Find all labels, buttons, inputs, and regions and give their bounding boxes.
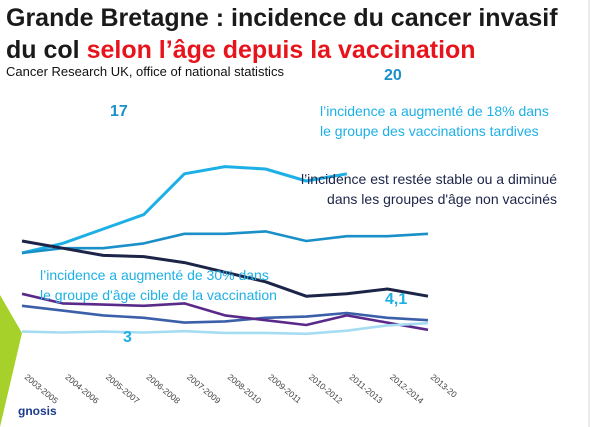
annotation-layer: 17 20 3 4,1 l’incidence a augmenté de 18% da… (40, 67, 557, 346)
value-label: 3 (123, 329, 132, 346)
x-tick-label: 2006-2008 (145, 372, 183, 406)
annotation-line: l’incidence a augmenté de 30% dans (40, 267, 269, 283)
series-layer (21, 165, 429, 336)
x-tick-label: 2013-20 (429, 372, 460, 400)
title-line-1: Grande Bretagne : incidence du cancer in… (6, 4, 558, 32)
x-tick-label: 2004-2006 (63, 372, 101, 406)
series-line-target_age (21, 321, 429, 336)
series-line-purple (21, 292, 429, 332)
value-label: 20 (384, 67, 402, 84)
x-tick-label: 2012-2014 (388, 372, 426, 406)
source-text: Cancer Research UK, office of national s… (6, 64, 284, 79)
annotation: l’incidence est restée stable ou a dimin… (301, 171, 557, 207)
annotation-line: le groupe des vaccinations tardives (320, 123, 539, 139)
x-tick-label: 2005-2007 (104, 372, 142, 406)
green-accent-shape (0, 295, 22, 427)
annotation-line: l’incidence est restée stable ou a dimin… (301, 171, 557, 187)
cut-off-text: gnosis (18, 404, 57, 418)
series-line-navy (21, 239, 429, 298)
annotation-line: le groupe d'âge cible de la vaccination (40, 287, 277, 303)
title-line-2-red: selon l’âge depuis la vaccination (86, 36, 476, 64)
x-tick-label: 2008-2010 (226, 372, 264, 406)
title-line-2: du col selon l’âge depuis la vaccination (6, 36, 476, 64)
annotation: l’incidence a augmenté de 18% dans le gro… (320, 103, 549, 139)
title-line-2-black: du col (6, 36, 87, 64)
series-line-mid_blue (21, 230, 429, 255)
x-tick-label: 2011-2013 (348, 372, 385, 406)
annotation: l’incidence a augmenté de 30% dans le gro… (40, 267, 277, 303)
value-label: 17 (110, 103, 128, 120)
x-tick-label: 2010-2012 (307, 372, 345, 406)
tick-layer: 2003-2005 2004-2006 2005-2007 2006-2008 2007… (23, 372, 460, 406)
annotation-line: l’incidence a augmenté de 18% dans (320, 103, 549, 119)
series-line-steel (21, 304, 429, 324)
value-label: 4,1 (385, 291, 407, 308)
annotation-line: dans les groupes d'âge non vaccinés (327, 191, 557, 207)
series-line-late_vaccinated (21, 165, 348, 255)
x-tick-label: 2007-2009 (185, 372, 223, 406)
x-tick-label: 2009-2011 (266, 372, 303, 406)
x-tick-label: 2003-2005 (23, 372, 61, 406)
